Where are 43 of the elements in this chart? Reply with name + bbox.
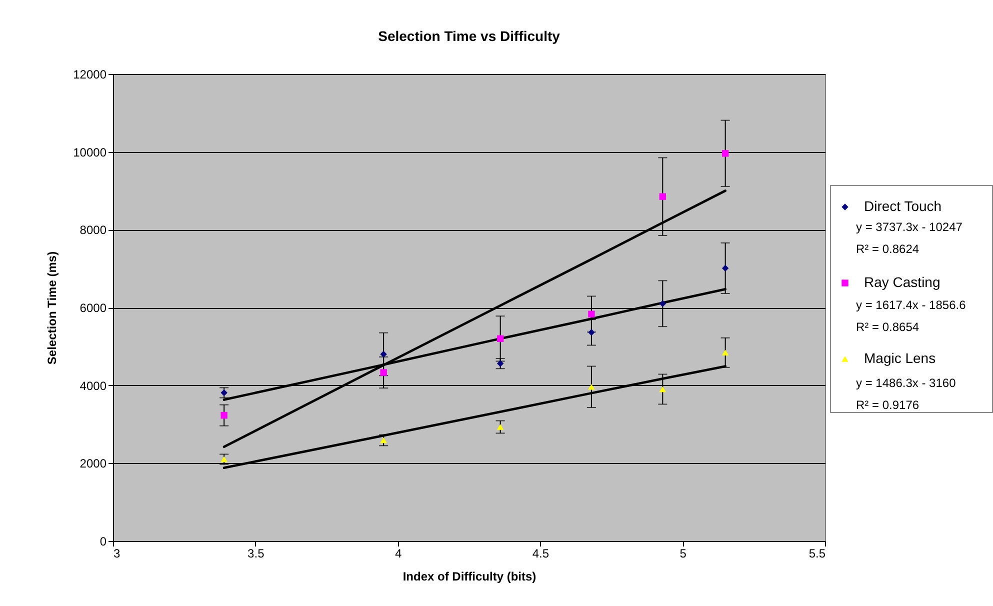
point	[722, 350, 729, 356]
y-tick-label: 8000	[80, 223, 107, 238]
point	[588, 310, 595, 318]
y-axis-title: Selection Time (ms)	[45, 251, 60, 365]
text: R² = 0.9176	[856, 398, 920, 412]
point	[722, 264, 729, 272]
text: R² = 0.8624	[856, 242, 920, 256]
point	[220, 389, 228, 396]
y-tick-label: 10000	[73, 145, 107, 160]
y-tick-label: 12000	[73, 68, 107, 82]
y-tick-label: 4000	[80, 378, 107, 393]
y-tick-label: 0	[100, 534, 107, 548]
point	[659, 300, 666, 307]
point	[722, 150, 729, 157]
text: y = 3737.3x - 10247	[856, 220, 963, 234]
point	[496, 424, 504, 430]
legend-label: Direct Touch	[864, 198, 942, 214]
point	[380, 369, 387, 376]
point	[659, 193, 666, 200]
x-tick-label: 5	[680, 546, 687, 560]
legend-label: Magic Lens	[864, 350, 936, 366]
point	[496, 335, 504, 342]
text: y = 1617.4x - 1856.6	[856, 298, 966, 312]
point	[588, 384, 595, 390]
y-tick-label: 2000	[80, 456, 107, 471]
text: y = 1486.3x - 3160	[856, 376, 956, 390]
point	[380, 350, 387, 358]
point	[380, 437, 387, 444]
x-tick-label: 4	[394, 546, 402, 560]
point	[220, 412, 228, 419]
point	[659, 386, 666, 392]
x-tick-label: 3	[114, 546, 120, 560]
legend-label: Ray Casting	[864, 274, 940, 290]
y-tick-label: 6000	[80, 301, 107, 315]
point	[220, 456, 228, 462]
point	[588, 329, 595, 336]
chart-title: Selection Time vs Difficulty	[378, 28, 560, 44]
x-axis-title: Index of Difficulty (bits)	[402, 570, 536, 584]
x-tick-label: 5.5	[808, 546, 826, 560]
x-tick-label: 4.5	[532, 546, 550, 560]
point	[496, 360, 504, 367]
text: R² = 0.8654	[856, 320, 920, 334]
x-tick-label: 3.5	[248, 546, 265, 560]
